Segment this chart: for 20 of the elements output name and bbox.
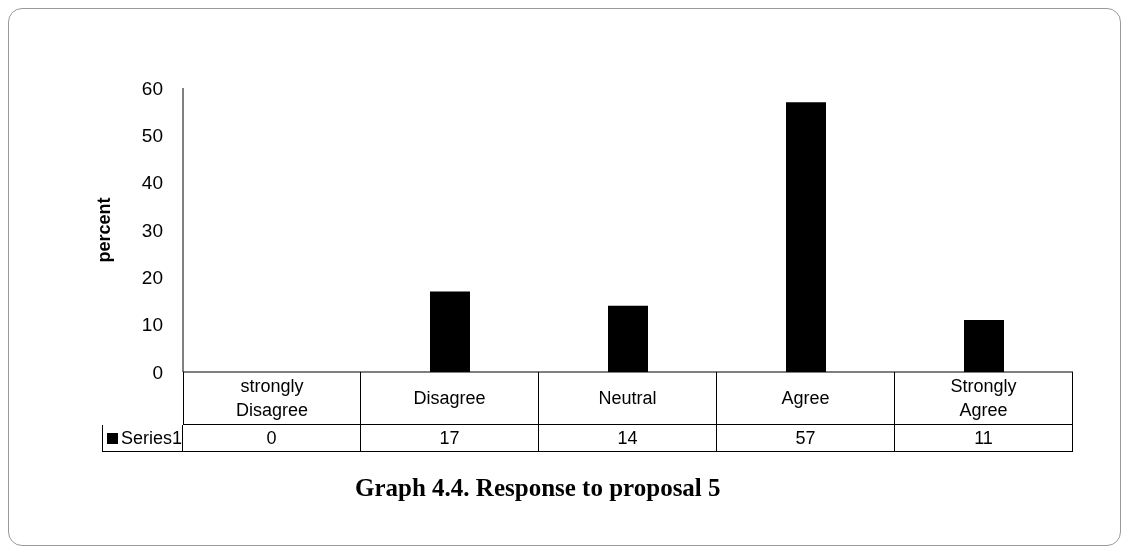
- data-label: 0: [183, 425, 361, 452]
- text: Graph 4.4. Response to proposal 5: [355, 474, 721, 502]
- x-tick-label: Neutral: [539, 372, 717, 425]
- data-label: 17: [361, 425, 539, 452]
- x-tick-label: Strongly Agree: [895, 372, 1073, 425]
- y-tick-label: 20: [141, 267, 163, 289]
- y-tick-label: 30: [141, 219, 163, 241]
- legend-label: Series1: [102, 425, 183, 452]
- y-tick-label: 10: [141, 314, 163, 336]
- data-label: 57: [717, 425, 895, 452]
- y-tick-label: 60: [141, 77, 163, 99]
- y-tick-label: 40: [141, 172, 163, 194]
- y-tick-label: 50: [141, 125, 163, 147]
- x-tick-label: strongly Disagree: [183, 372, 361, 425]
- y-tick-label: 0: [152, 361, 163, 383]
- x-tick-label: Disagree: [361, 372, 539, 425]
- data-label: 14: [539, 425, 717, 452]
- x-tick-label: Agree: [717, 372, 895, 425]
- data-label: 11: [895, 425, 1073, 452]
- y-axis-title: percent: [94, 197, 115, 263]
